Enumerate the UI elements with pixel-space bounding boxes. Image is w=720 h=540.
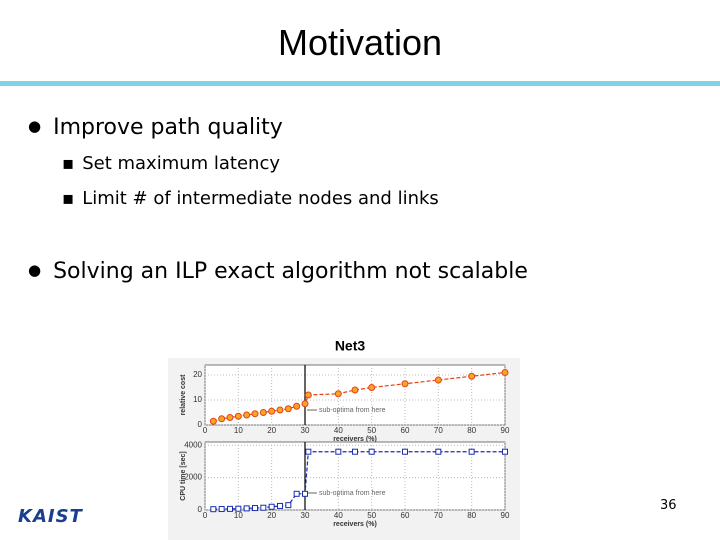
data-point (435, 448, 442, 455)
y-tick-label: 0 (198, 420, 203, 429)
slide-title: Motivation (277, 22, 443, 63)
y-tick-label: 2000 (184, 473, 202, 482)
data-point (293, 402, 301, 410)
x-tick-label: 90 (501, 511, 510, 520)
x-axis-label: receivers (%) (333, 436, 377, 443)
x-tick-label: 30 (301, 511, 310, 520)
data-point (243, 505, 250, 512)
data-point (352, 448, 358, 455)
annotation: sub-optima from here (319, 490, 386, 497)
title-rule (0, 81, 720, 86)
data-point (301, 400, 309, 408)
y-tick-label: 20 (193, 370, 202, 379)
x-tick-label: 50 (367, 511, 376, 520)
y-axis-label: relative cost (180, 374, 187, 416)
data-point (468, 372, 476, 380)
data-point (285, 502, 292, 509)
figure-title: Net3 (335, 338, 366, 354)
data-point (218, 506, 225, 513)
data-point (277, 502, 283, 509)
data-point (368, 384, 376, 391)
data-point (227, 505, 233, 512)
data-point (501, 369, 509, 376)
data-point (251, 410, 259, 418)
x-tick-label: 60 (401, 511, 410, 520)
data-point (226, 414, 234, 421)
data-point (304, 391, 312, 399)
x-tick-label: 30 (301, 426, 310, 435)
data-point (243, 411, 251, 419)
data-point (268, 407, 276, 415)
x-tick-label: 40 (334, 426, 343, 435)
x-tick-label: 0 (203, 511, 208, 520)
data-point (401, 380, 409, 388)
x-tick-label: 10 (234, 426, 243, 435)
y-tick-label: 0 (198, 505, 203, 514)
x-tick-label: 0 (203, 426, 208, 435)
data-point (284, 405, 292, 413)
x-tick-label: 70 (434, 426, 443, 435)
data-point (402, 448, 408, 455)
logo: KAIST (18, 506, 83, 527)
y-tick-label: 10 (193, 395, 202, 404)
sub-bullet: Limit # of intermediate nodes and links (62, 188, 439, 209)
data-point (434, 376, 442, 384)
data-point (468, 448, 475, 455)
sub-bullet: Set maximum latency (62, 153, 280, 174)
y-tick-label: 4000 (184, 440, 202, 449)
data-point (305, 448, 312, 455)
x-tick-label: 20 (267, 511, 276, 520)
x-axis-label: receivers (%) (333, 521, 377, 528)
data-point (335, 448, 342, 455)
data-point (252, 505, 258, 512)
data-point (218, 415, 226, 423)
x-tick-label: 80 (467, 511, 476, 520)
data-point (235, 505, 242, 512)
bullet: Solving an ILP exact algorithm not scala… (28, 259, 528, 284)
data-point (276, 406, 284, 414)
y-axis-label: CPU time [sec] (180, 451, 187, 500)
data-point (351, 386, 359, 394)
data-point (368, 448, 375, 455)
data-point (302, 490, 308, 497)
data-point (259, 409, 267, 416)
data-point (502, 448, 508, 455)
x-tick-label: 10 (234, 511, 243, 520)
bullet: Improve path quality (28, 115, 283, 140)
x-tick-label: 90 (501, 426, 510, 435)
data-point (293, 490, 300, 497)
x-tick-label: 80 (467, 426, 476, 435)
annotation: sub-optima from here (319, 407, 386, 414)
data-point (260, 504, 267, 511)
x-tick-label: 20 (267, 426, 276, 435)
x-tick-label: 70 (434, 511, 443, 520)
data-point (234, 412, 242, 420)
x-tick-label: 40 (334, 511, 343, 520)
page-number: 36 (660, 498, 677, 513)
data-point (210, 506, 217, 513)
data-point (334, 390, 342, 398)
data-point (209, 417, 217, 425)
x-tick-label: 50 (367, 426, 376, 435)
x-tick-label: 60 (401, 426, 410, 435)
data-point (268, 503, 275, 510)
